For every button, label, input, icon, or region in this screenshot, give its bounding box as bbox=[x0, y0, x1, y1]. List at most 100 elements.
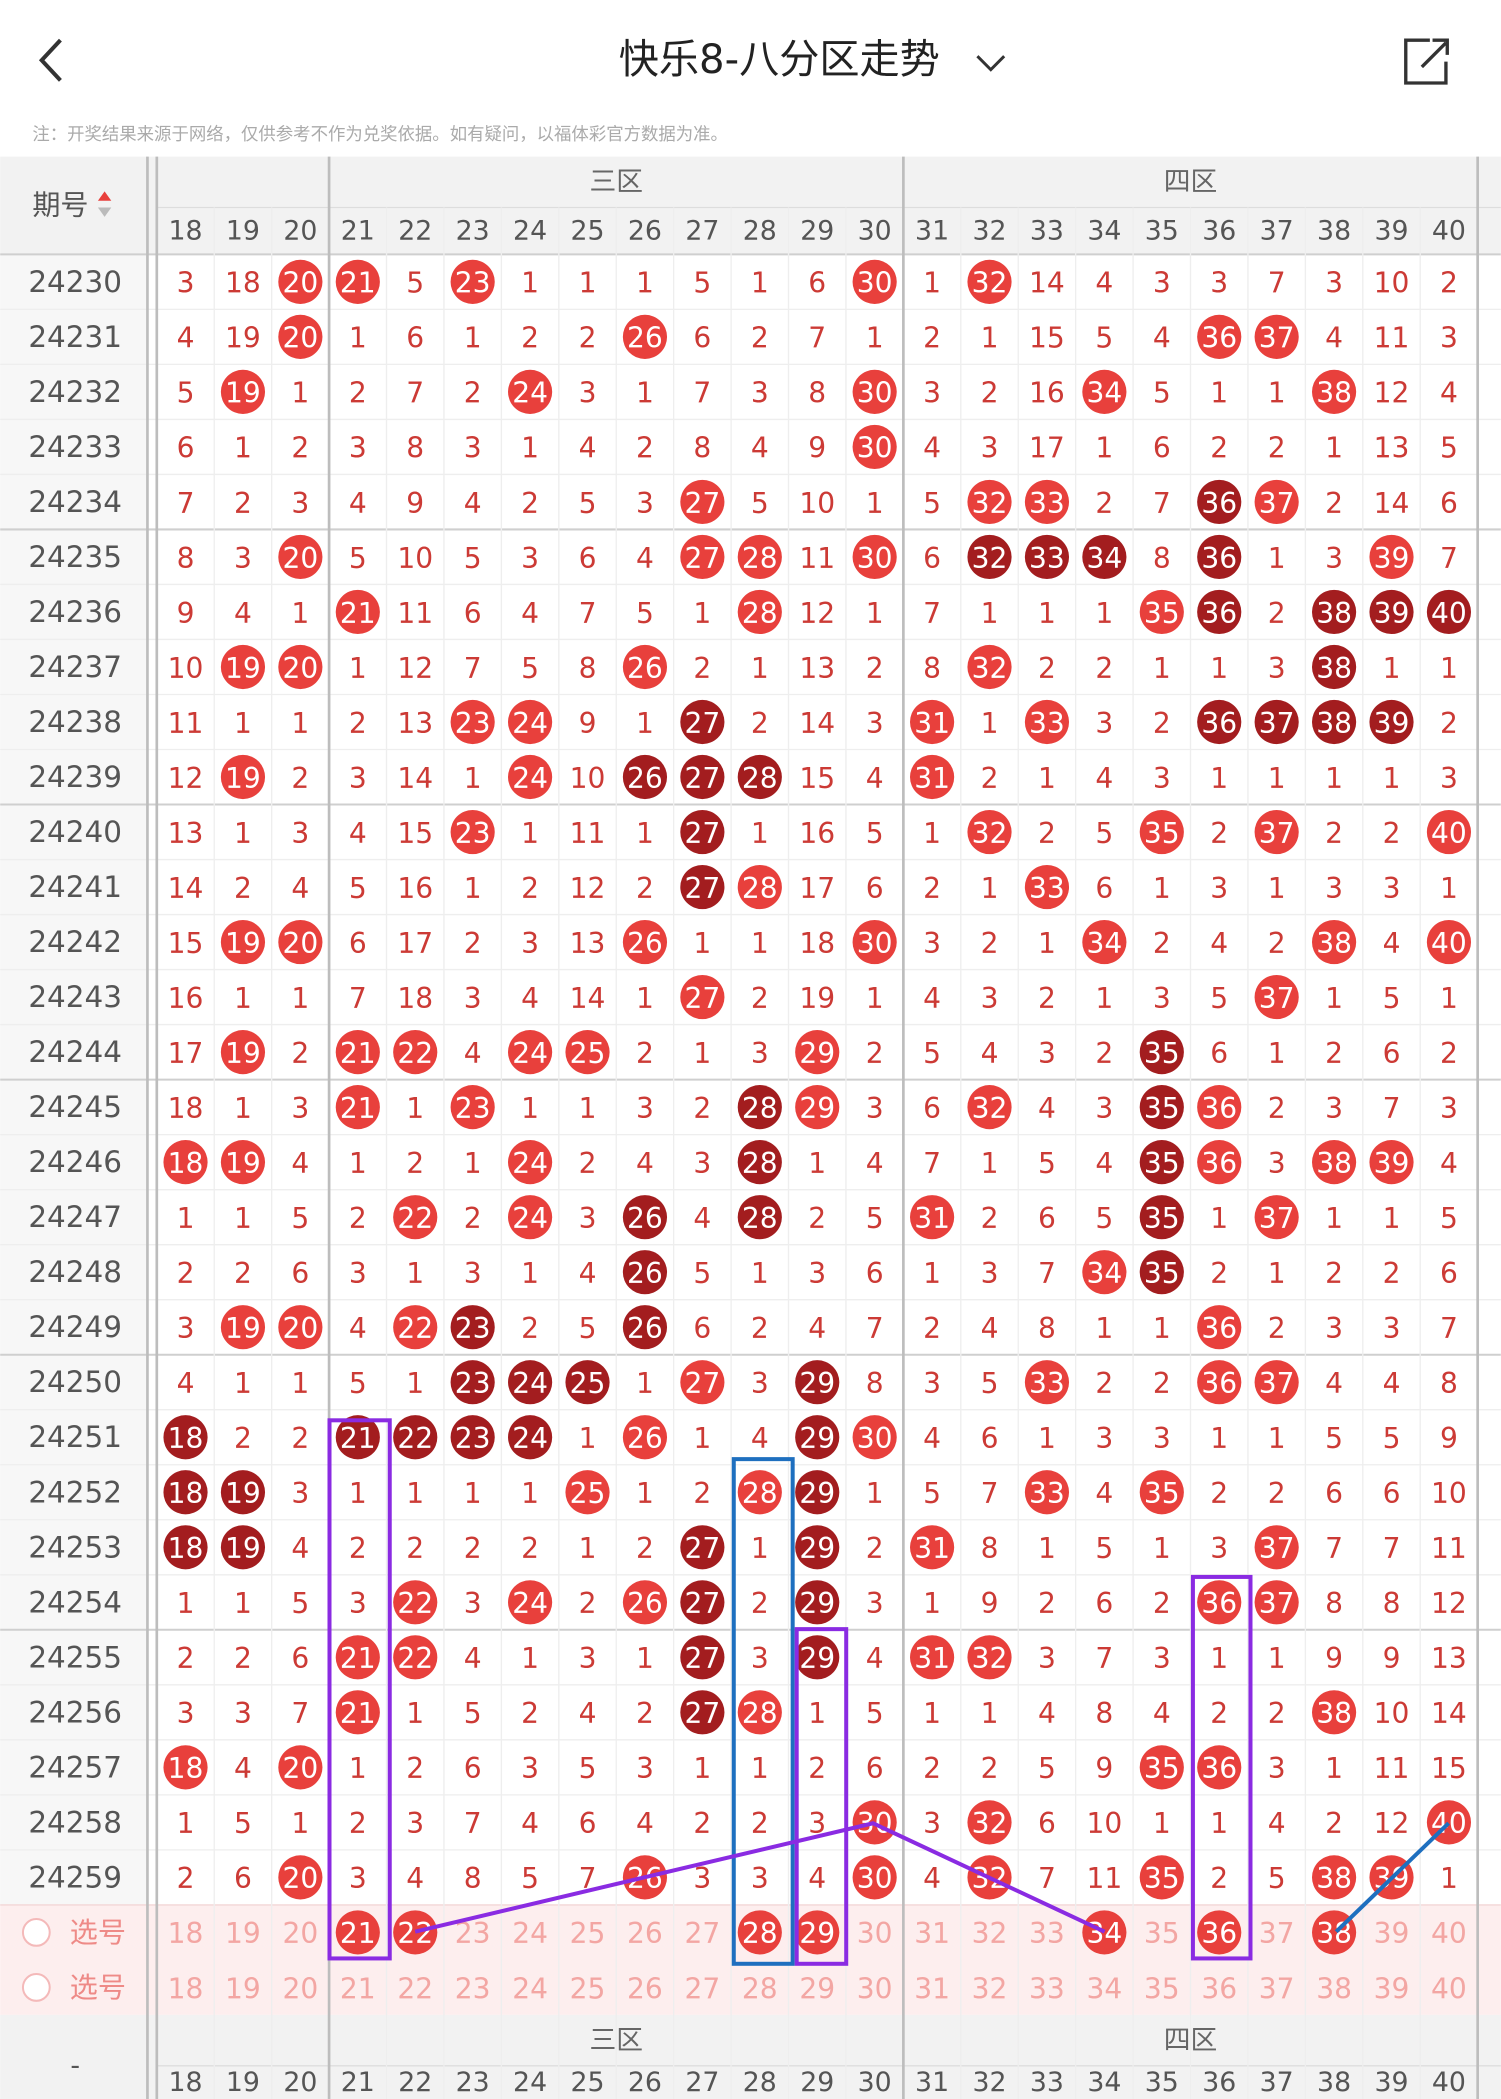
select-number[interactable]: 24 bbox=[512, 1972, 548, 2005]
select-number[interactable]: 19 bbox=[225, 1972, 261, 2005]
column-number: 38 bbox=[1317, 215, 1351, 246]
miss-count: 2 bbox=[1095, 487, 1113, 520]
miss-count: 1 bbox=[1325, 982, 1343, 1015]
title-dropdown[interactable] bbox=[976, 55, 1006, 72]
miss-count: 1 bbox=[866, 982, 884, 1015]
select-number[interactable]: 24 bbox=[512, 1917, 548, 1950]
miss-count: 16 bbox=[799, 817, 835, 850]
miss-count: 4 bbox=[636, 542, 654, 575]
select-number[interactable]: 25 bbox=[570, 1917, 606, 1950]
select-number[interactable]: 36 bbox=[1201, 1917, 1237, 1950]
select-number[interactable]: 33 bbox=[1029, 1917, 1065, 1950]
select-number[interactable]: 39 bbox=[1374, 1917, 1410, 1950]
select-number[interactable]: 18 bbox=[168, 1917, 204, 1950]
miss-count: 1 bbox=[349, 322, 367, 355]
miss-count: 8 bbox=[981, 1532, 999, 1565]
selected-ball bbox=[1082, 1910, 1127, 1955]
select-toggle[interactable] bbox=[21, 1973, 51, 2002]
period: 24259 bbox=[28, 1860, 122, 1894]
select-number[interactable]: 40 bbox=[1431, 1917, 1467, 1950]
select-number[interactable]: 32 bbox=[972, 1972, 1008, 2005]
select-number[interactable]: 26 bbox=[627, 1972, 663, 2005]
select-number[interactable]: 27 bbox=[684, 1917, 720, 1950]
select-number[interactable]: 31 bbox=[914, 1972, 950, 2005]
miss-count: 1 bbox=[1325, 1202, 1343, 1235]
select-number[interactable]: 25 bbox=[570, 1972, 606, 2005]
back-button[interactable] bbox=[38, 38, 62, 82]
select-number[interactable]: 40 bbox=[1431, 1972, 1467, 2005]
miss-count: 1 bbox=[981, 1147, 999, 1180]
miss-count: 6 bbox=[1038, 1202, 1056, 1235]
hit-number: 37 bbox=[1259, 1587, 1295, 1620]
miss-count: 1 bbox=[636, 1367, 654, 1400]
miss-count: 5 bbox=[1440, 432, 1458, 465]
select-number[interactable]: 26 bbox=[627, 1917, 663, 1950]
select-number[interactable]: 28 bbox=[742, 1972, 778, 2005]
select-number[interactable]: 29 bbox=[799, 1917, 835, 1950]
miss-count: 2 bbox=[693, 1092, 711, 1125]
hit-number: 37 bbox=[1259, 817, 1295, 850]
miss-count: 5 bbox=[1440, 1202, 1458, 1235]
hit-number: 35 bbox=[1144, 1147, 1180, 1180]
select-number[interactable]: 23 bbox=[455, 1972, 491, 2005]
select-number[interactable]: 22 bbox=[397, 1917, 433, 1950]
select-number[interactable]: 38 bbox=[1316, 1972, 1352, 2005]
miss-count: 3 bbox=[808, 1807, 826, 1840]
select-number[interactable]: 20 bbox=[282, 1972, 318, 2005]
share-button[interactable] bbox=[1404, 38, 1449, 85]
miss-count: 3 bbox=[1325, 542, 1343, 575]
select-number[interactable]: 28 bbox=[742, 1917, 778, 1950]
miss-count: 1 bbox=[464, 1477, 482, 1510]
miss-count: 4 bbox=[808, 1312, 826, 1345]
select-number[interactable]: 29 bbox=[799, 1972, 835, 2005]
select-number[interactable]: 31 bbox=[914, 1917, 950, 1950]
ball bbox=[163, 1415, 208, 1460]
page-title[interactable]: 快乐8-八分区走势 bbox=[619, 37, 940, 83]
select-number[interactable]: 39 bbox=[1374, 1972, 1410, 2005]
miss-count: 3 bbox=[751, 1367, 769, 1400]
select-number[interactable]: 30 bbox=[857, 1972, 893, 2005]
select-toggle[interactable] bbox=[21, 1918, 51, 1947]
miss-count: 2 bbox=[1038, 652, 1056, 685]
select-number[interactable]: 36 bbox=[1201, 1972, 1237, 2005]
miss-count: 4 bbox=[579, 432, 597, 465]
select-number[interactable]: 32 bbox=[972, 1917, 1008, 1950]
ball bbox=[393, 1580, 438, 1625]
select-number[interactable]: 34 bbox=[1086, 1972, 1122, 2005]
miss-count: 6 bbox=[1153, 432, 1171, 465]
select-number[interactable]: 20 bbox=[282, 1917, 318, 1950]
ball bbox=[795, 1580, 840, 1625]
miss-count: 1 bbox=[1210, 1202, 1228, 1235]
miss-count: 1 bbox=[521, 1642, 539, 1675]
miss-count: 4 bbox=[579, 1697, 597, 1730]
miss-count: 1 bbox=[406, 1697, 424, 1730]
ball bbox=[335, 1690, 380, 1735]
column-number: 24 bbox=[513, 215, 547, 246]
miss-count: 2 bbox=[1153, 927, 1171, 960]
ball bbox=[1139, 1085, 1184, 1130]
select-number[interactable]: 27 bbox=[684, 1972, 720, 2005]
miss-count: 4 bbox=[751, 1422, 769, 1455]
select-number[interactable]: 21 bbox=[340, 1972, 376, 2005]
ball bbox=[852, 369, 897, 414]
select-number[interactable]: 21 bbox=[340, 1917, 376, 1950]
select-number[interactable]: 37 bbox=[1259, 1917, 1295, 1950]
select-number[interactable]: 35 bbox=[1144, 1917, 1180, 1950]
miss-count: 1 bbox=[1325, 762, 1343, 795]
hit-number: 18 bbox=[168, 1752, 204, 1785]
miss-count: 4 bbox=[177, 1367, 195, 1400]
select-number[interactable]: 37 bbox=[1259, 1972, 1295, 2005]
miss-count: 5 bbox=[349, 872, 367, 905]
select-number[interactable]: 18 bbox=[168, 1972, 204, 2005]
select-number[interactable]: 19 bbox=[225, 1917, 261, 1950]
select-number[interactable]: 35 bbox=[1144, 1972, 1180, 2005]
select-number[interactable]: 33 bbox=[1029, 1972, 1065, 2005]
select-number[interactable]: 34 bbox=[1086, 1917, 1122, 1950]
miss-count: 3 bbox=[636, 1752, 654, 1785]
miss-count: 3 bbox=[1268, 1147, 1286, 1180]
miss-count: 2 bbox=[866, 1532, 884, 1565]
select-number[interactable]: 22 bbox=[397, 1972, 433, 2005]
select-number[interactable]: 30 bbox=[857, 1917, 893, 1950]
miss-count: 2 bbox=[234, 872, 252, 905]
period: 24242 bbox=[28, 925, 122, 959]
